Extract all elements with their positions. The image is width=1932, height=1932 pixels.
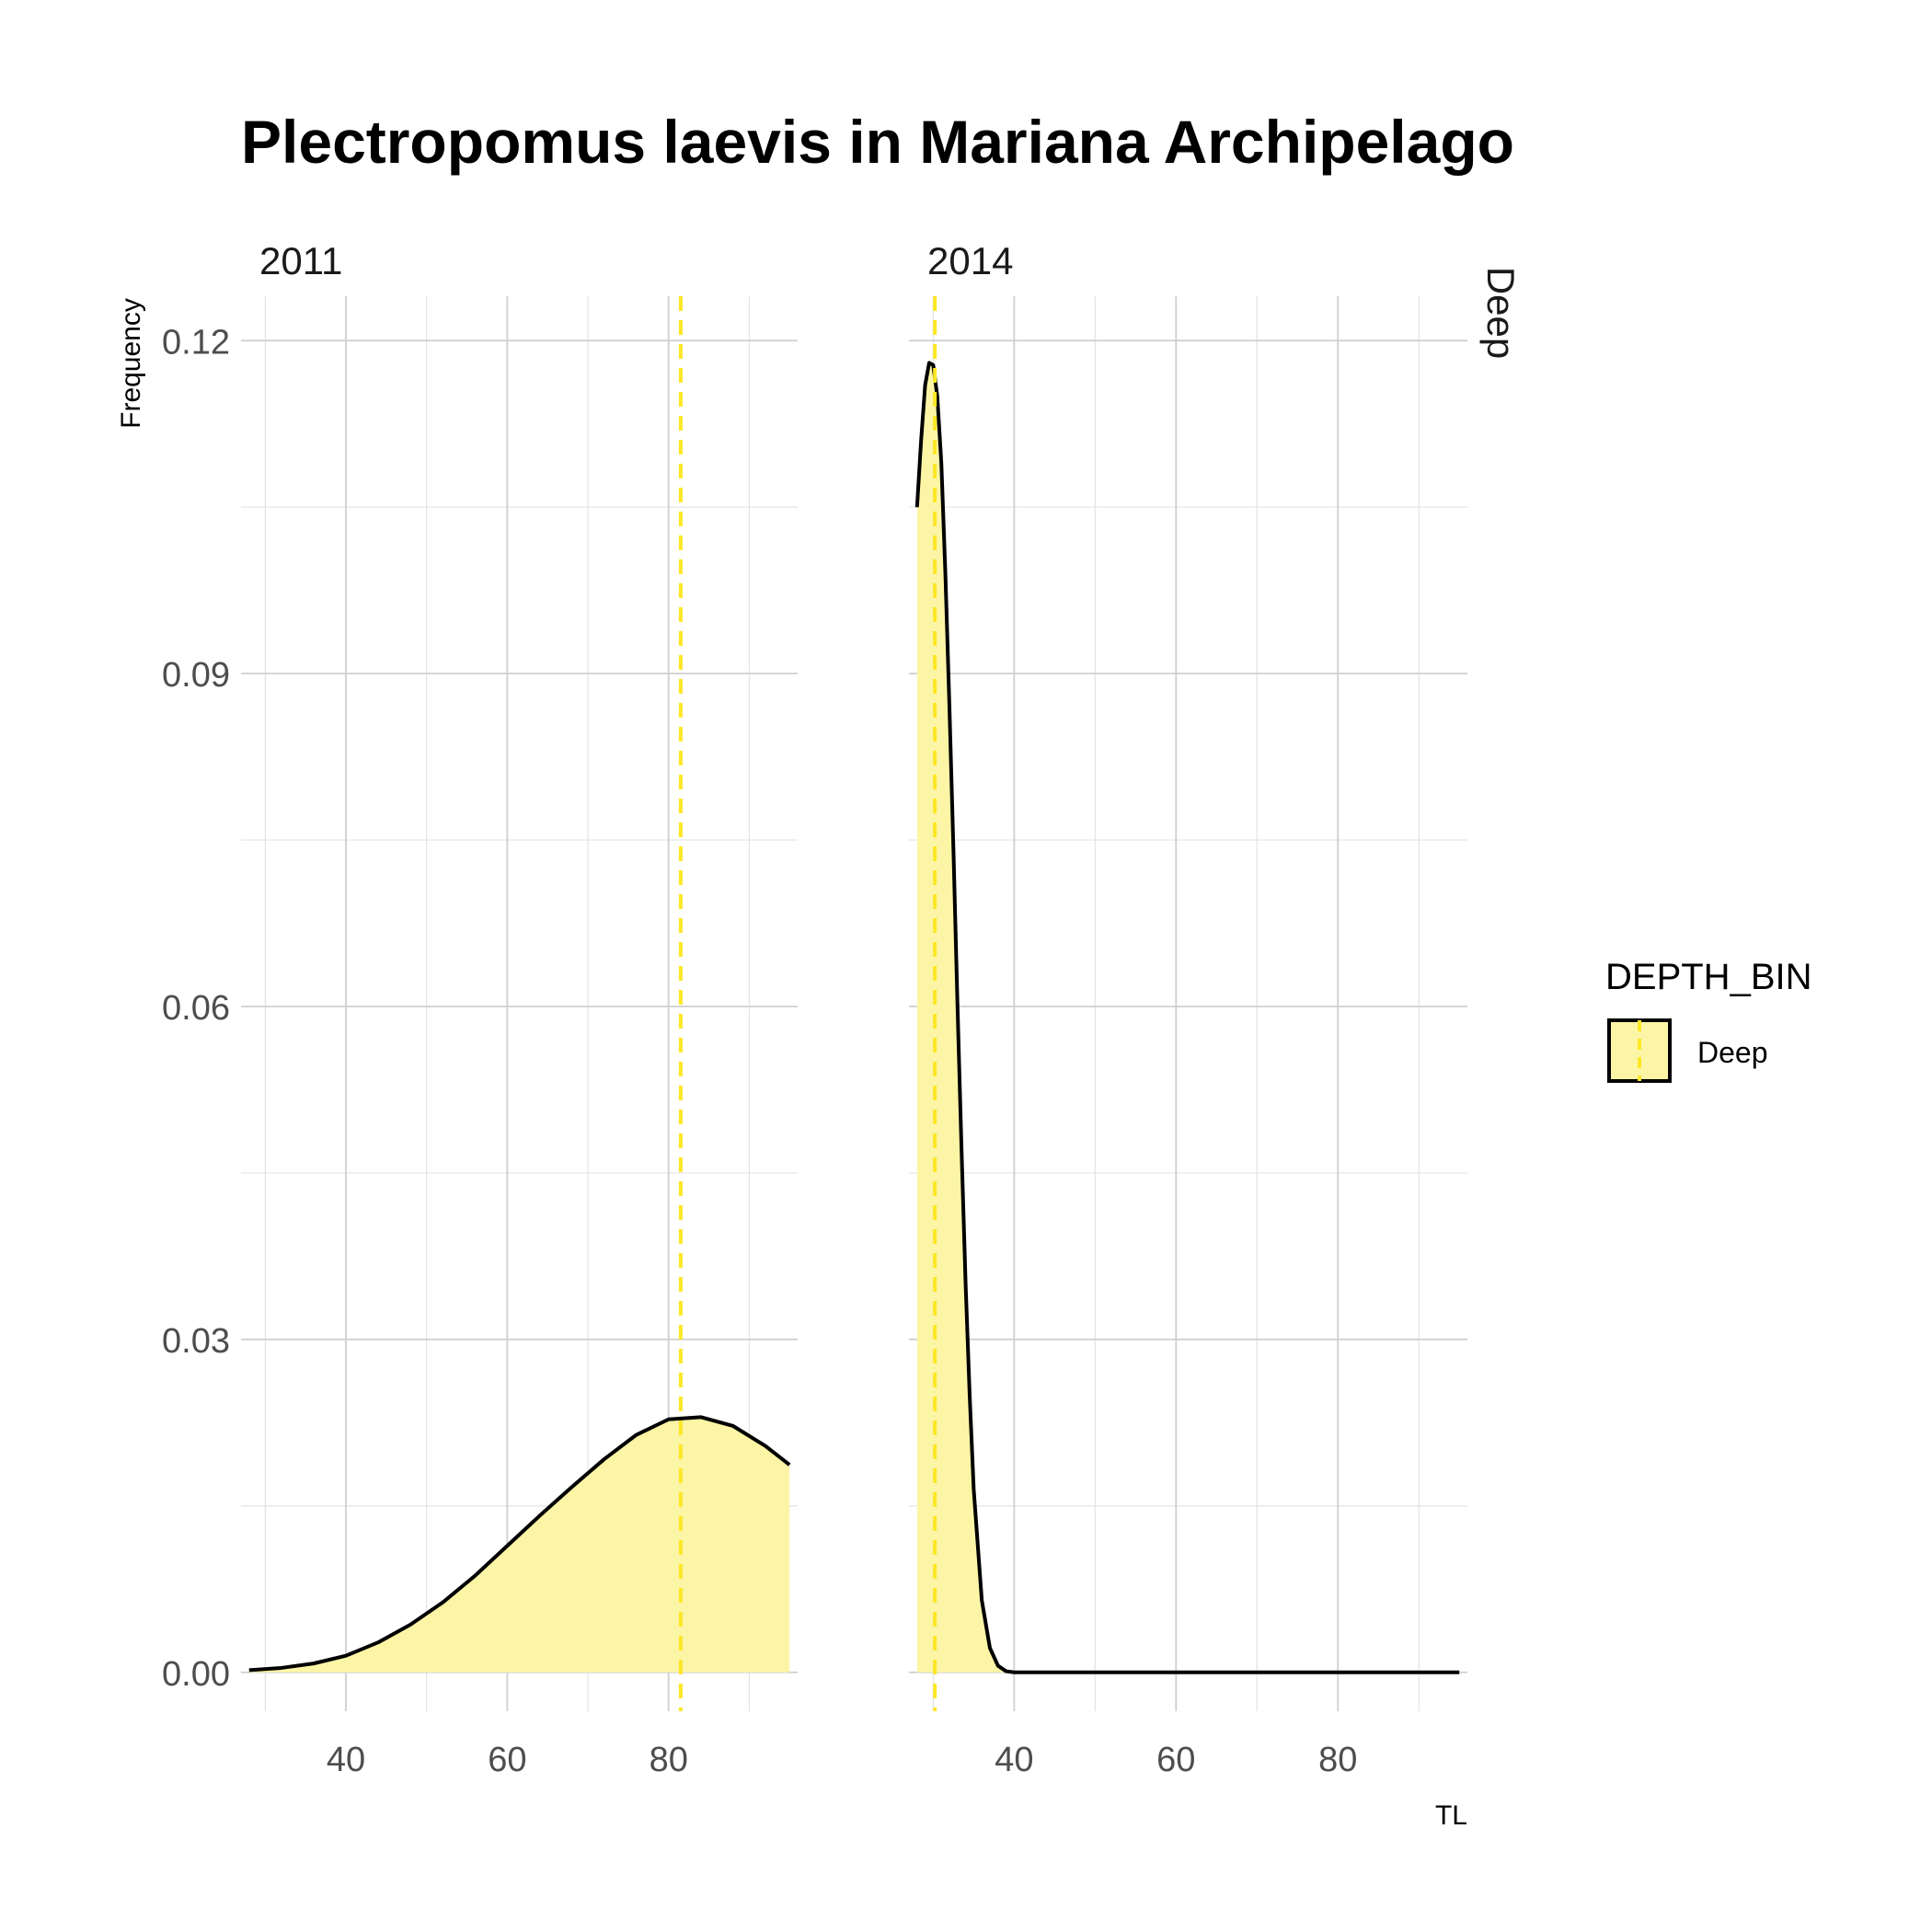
x-tick-label-2014-60: 60 bbox=[1156, 1741, 1195, 1779]
facet-panel-2014: 2014 40 60 80 bbox=[909, 239, 1467, 1779]
legend-label-deep: Deep bbox=[1697, 1036, 1768, 1069]
y-tick-label-0.03: 0.03 bbox=[162, 1322, 230, 1361]
x-tick-label-2014-80: 80 bbox=[1318, 1741, 1357, 1779]
chart-title: Plectropomus laevis in Mariana Archipela… bbox=[241, 108, 1514, 176]
strip-label-2011: 2011 bbox=[259, 239, 342, 282]
y-axis-title: Frequency bbox=[116, 298, 146, 429]
x-axis-title: TL bbox=[1435, 1800, 1467, 1831]
density-area-2014 bbox=[916, 362, 1015, 1673]
legend: DEPTH_BIN Deep bbox=[1605, 957, 1812, 1083]
density-line-2014 bbox=[914, 361, 1460, 1674]
x-tick-label-2011-40: 40 bbox=[327, 1741, 365, 1779]
y-tick-label-0.06: 0.06 bbox=[162, 989, 230, 1028]
x-tick-label-2014-40: 40 bbox=[995, 1741, 1033, 1779]
y-tick-label-0.12: 0.12 bbox=[162, 323, 230, 362]
y-tick-label-0: 0.00 bbox=[162, 1655, 230, 1694]
strip-label-2014: 2014 bbox=[927, 239, 1013, 282]
row-strip-label: Deep bbox=[1479, 267, 1523, 359]
facet-panel-2011: 2011 40 60 80 0.00 0.03 0.06 0.09 0.12 bbox=[162, 239, 798, 1779]
x-tick-label-2011-80: 80 bbox=[650, 1741, 688, 1779]
y-tick-label-0.09: 0.09 bbox=[162, 656, 230, 695]
legend-title: DEPTH_BIN bbox=[1605, 957, 1812, 997]
x-tick-label-2011-60: 60 bbox=[488, 1741, 526, 1779]
density-area-2011 bbox=[248, 1417, 790, 1673]
density-line-2011 bbox=[248, 1415, 791, 1673]
facet-panels: 2011 40 60 80 0.00 0.03 0.06 0.09 0.12 2014 40 60 80 bbox=[162, 239, 1467, 1779]
